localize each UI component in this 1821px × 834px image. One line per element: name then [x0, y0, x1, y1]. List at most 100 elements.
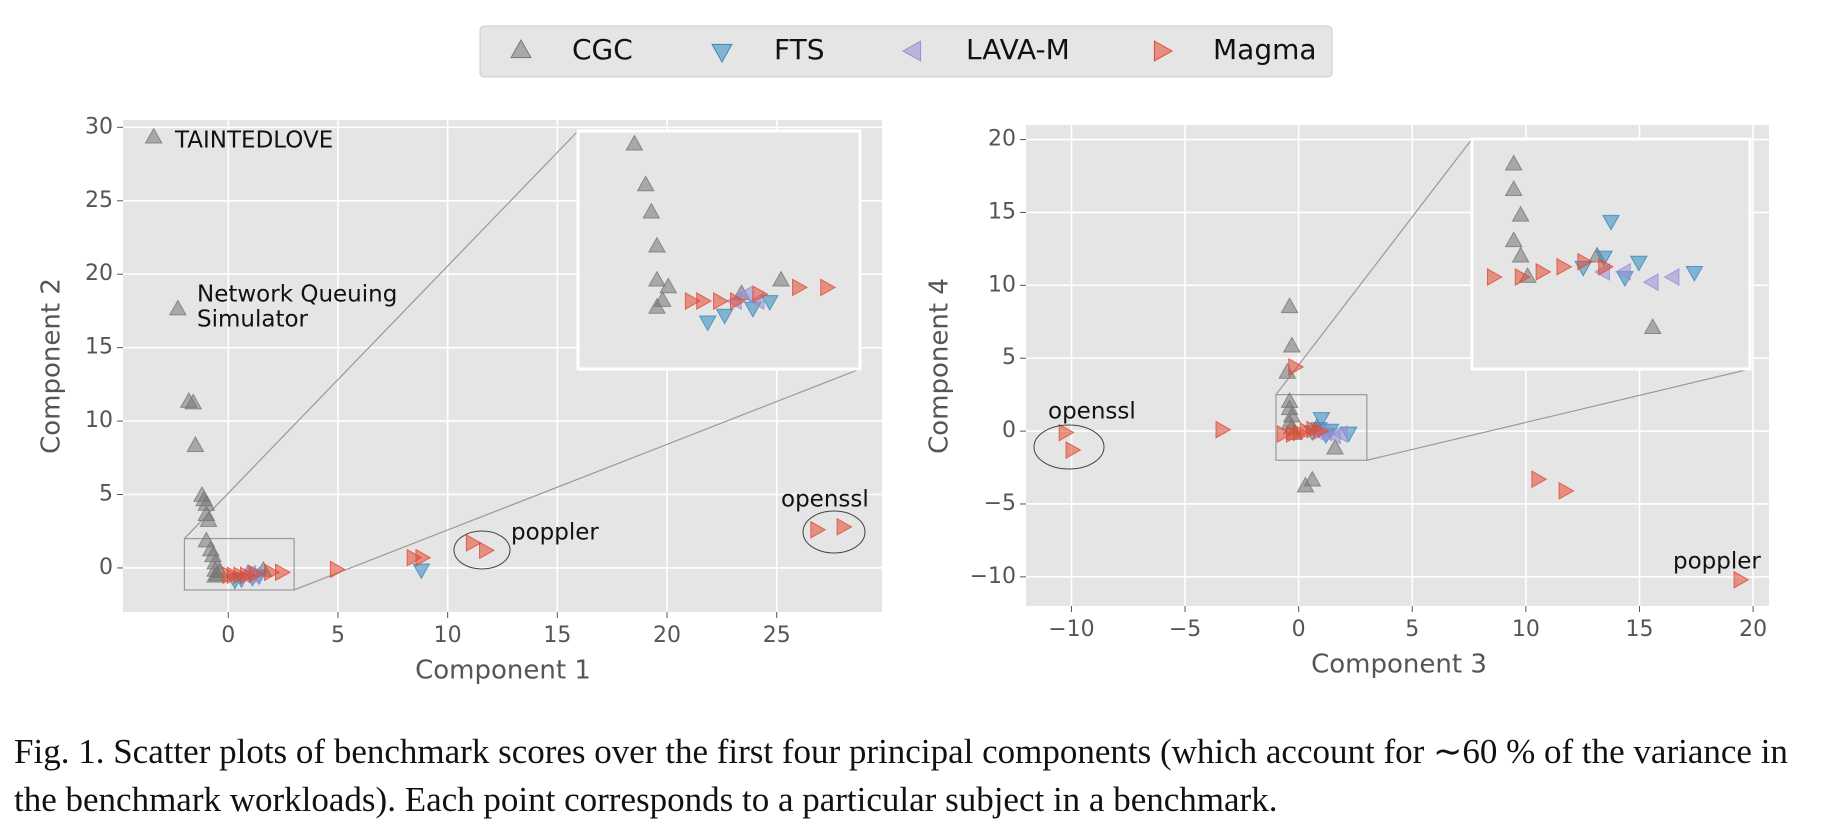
scatter-point [199, 510, 218, 527]
x-tick-label: 0 [221, 623, 235, 648]
connector [1366, 368, 1751, 461]
scatter-point [239, 566, 256, 585]
highlight-ellipse [802, 510, 866, 554]
scatter-point [836, 517, 853, 536]
scatter-point [772, 270, 790, 287]
scatter-point [1282, 336, 1301, 353]
scatter-point [415, 548, 432, 567]
x-tick-label: 15 [1625, 617, 1653, 642]
scatter-point [792, 278, 808, 297]
scatter-point [1531, 470, 1548, 489]
scatter-point [696, 292, 713, 310]
x-tick-label: 5 [1405, 617, 1419, 642]
y-tick-label: 0 [99, 555, 113, 580]
scatter-point [1511, 246, 1530, 263]
scatter-point [698, 315, 717, 332]
scatter-point [659, 277, 678, 294]
y-tick-label: −5 [984, 491, 1016, 516]
scatter-point [1595, 250, 1614, 267]
scatter-point [248, 564, 265, 583]
x-axis-label: Component 3 [1311, 650, 1487, 680]
scatter-point [1602, 214, 1620, 231]
annotation: openssl [1048, 399, 1136, 425]
scatter-point [275, 563, 291, 582]
y-axis-label: Component 2 [37, 278, 67, 454]
x-tick-label: 20 [653, 623, 681, 648]
scatter-point [1326, 438, 1344, 455]
scatter-point [1288, 358, 1305, 376]
legend-marker [711, 43, 733, 64]
y-tick-label: 10 [85, 408, 113, 433]
scatter-point [406, 548, 423, 567]
legend-label: Magma [1213, 33, 1317, 66]
legend-marker [1153, 40, 1174, 62]
scatter-point [1504, 231, 1523, 248]
scatter-point [1215, 420, 1232, 439]
scatter-point [1535, 262, 1552, 281]
scatter-point [168, 299, 187, 316]
scatter-point [1312, 412, 1331, 428]
figure: 0 5 10 15 20 25 0 5 10 15 20 25 30 Component 1 Compone… [37, 25, 1769, 686]
scatter-point [479, 541, 495, 560]
scatter-point [1058, 423, 1075, 442]
annotation: Network Queuing [197, 282, 397, 308]
y-tick-label: 25 [85, 188, 113, 213]
scatter-point [1504, 154, 1523, 171]
x-tick-label: 5 [331, 623, 345, 648]
legend-label: LAVA-M [966, 33, 1070, 66]
scatter-point [1629, 255, 1648, 272]
scatter-point [648, 270, 666, 287]
scatter-point [1511, 205, 1530, 222]
annotation: poppler [1673, 549, 1761, 575]
scatter-point [264, 563, 280, 582]
scatter-point [1663, 268, 1680, 286]
scatter-point [1598, 257, 1615, 276]
scatter-point [1276, 425, 1293, 443]
inset-area [576, 129, 862, 371]
y-tick-label: 15 [85, 335, 113, 360]
highlight-ellipse [1033, 424, 1105, 470]
annotation: poppler [511, 520, 599, 546]
annotation: openssl [781, 487, 869, 513]
zoom-box [1275, 394, 1368, 461]
scatter-point [810, 520, 827, 539]
scatter-point [648, 236, 666, 253]
scatter-point [820, 278, 837, 297]
scatter-point [329, 560, 346, 579]
scatter-point [144, 127, 163, 144]
highlight-ellipse [453, 530, 511, 570]
scatter-point [1514, 268, 1531, 286]
scatter-point [648, 297, 666, 314]
scatter-point [186, 436, 205, 452]
annotation: TAINTEDLOVE [174, 128, 333, 154]
annotation: Simulator [197, 307, 309, 333]
scatter-point [715, 308, 734, 325]
y-tick-label: 30 [85, 114, 113, 139]
scatter-point [684, 292, 701, 310]
scatter-point [1614, 262, 1631, 281]
scatter-point [1331, 425, 1348, 443]
connector [293, 368, 861, 591]
scatter-point [1642, 273, 1659, 292]
scatter-point [1558, 481, 1575, 500]
x-tick-label: 15 [543, 623, 571, 648]
scatter-point [713, 292, 730, 310]
caption: Fig. 1. Scatter plots of benchmark score… [14, 732, 1788, 819]
legend-marker [510, 38, 532, 59]
scatter-point [1065, 441, 1082, 459]
scatter-point [752, 285, 769, 304]
x-tick-label: 25 [763, 623, 791, 648]
scatter-point [625, 134, 644, 151]
y-tick-label: 10 [988, 272, 1016, 297]
scatter-point [636, 175, 655, 192]
scatter-point [1303, 470, 1322, 487]
scatter-point [730, 292, 746, 310]
x-tick-label: −10 [1048, 617, 1094, 642]
y-tick-label: 0 [1002, 418, 1016, 443]
zoom-box [183, 537, 295, 591]
scatter-point [1486, 268, 1503, 286]
x-tick-label: −5 [1169, 617, 1201, 642]
legend-label: CGC [572, 33, 633, 66]
scatter-point [1643, 318, 1662, 335]
scatter-point [1313, 422, 1330, 441]
